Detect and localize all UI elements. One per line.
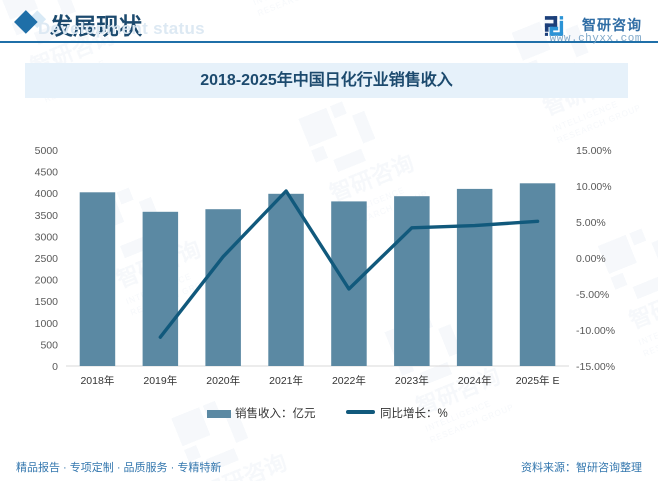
svg-text:2500: 2500 [35, 253, 59, 265]
svg-text:4000: 4000 [35, 188, 59, 200]
svg-text:1500: 1500 [35, 296, 59, 308]
svg-text:2021年: 2021年 [269, 374, 303, 387]
svg-text:2025年 E: 2025年 E [516, 374, 560, 387]
svg-text:2024年: 2024年 [458, 374, 492, 387]
svg-text:3500: 3500 [35, 210, 59, 222]
svg-text:10.00%: 10.00% [576, 181, 612, 193]
svg-text:0.00%: 0.00% [576, 253, 606, 265]
svg-text:15.00%: 15.00% [576, 145, 612, 157]
svg-text:2019年: 2019年 [143, 374, 177, 387]
svg-text:500: 500 [40, 339, 58, 351]
svg-text:3000: 3000 [35, 231, 59, 243]
svg-text:-10.00%: -10.00% [576, 325, 615, 337]
svg-text:2018年: 2018年 [80, 374, 114, 387]
svg-text:0: 0 [52, 361, 58, 373]
svg-text:1000: 1000 [35, 318, 59, 330]
svg-text:2022年: 2022年 [332, 374, 366, 387]
svg-text:2023年: 2023年 [395, 374, 429, 387]
svg-text:-5.00%: -5.00% [576, 289, 609, 301]
svg-text:2020年: 2020年 [206, 374, 240, 387]
svg-text:2000: 2000 [35, 275, 59, 287]
svg-text:4500: 4500 [35, 167, 59, 179]
svg-text:5000: 5000 [35, 145, 59, 157]
svg-text:5.00%: 5.00% [576, 217, 606, 229]
svg-text:-15.00%: -15.00% [576, 361, 615, 373]
